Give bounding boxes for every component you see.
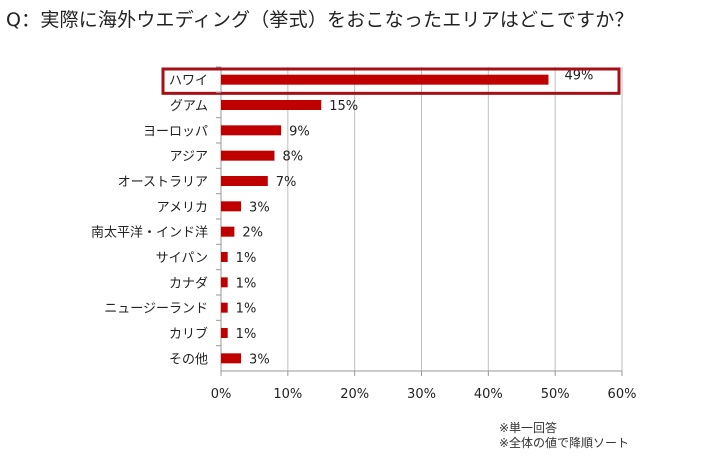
category-label: ヨーロッパ	[143, 124, 208, 139]
data-label: 7%	[276, 175, 297, 190]
category-label: ニュージーランド	[104, 302, 208, 317]
bar-1	[221, 100, 322, 110]
data-label: 1%	[236, 327, 257, 342]
category-label: アメリカ	[157, 200, 208, 215]
bar-2	[221, 125, 282, 136]
bar-10	[221, 328, 228, 338]
data-label: 1%	[236, 276, 257, 291]
bar-4	[221, 176, 268, 186]
bar-11	[221, 353, 242, 364]
bar-5	[221, 201, 242, 212]
data-label: 2%	[242, 226, 263, 241]
category-label: グアム	[170, 99, 208, 114]
data-label: 49%	[564, 69, 593, 84]
chart-title: Q：実際に海外ウエディング（挙式）をおこなったエリアはどこですか？	[6, 9, 634, 31]
x-tick-label: 30%	[407, 387, 436, 402]
x-tick-label: 50%	[541, 387, 570, 402]
category-label: 南太平洋・インド洋	[91, 225, 208, 241]
note-single-answer: ※単一回答	[499, 421, 558, 435]
data-label: 1%	[236, 251, 257, 266]
data-label: 15%	[329, 99, 358, 114]
bar-8	[221, 277, 228, 288]
category-label: その他	[169, 352, 208, 367]
x-tick-label: 10%	[273, 387, 302, 402]
x-tick-label: 60%	[608, 387, 637, 402]
category-label: ハワイ	[169, 74, 208, 89]
chart-notes: ※単一回答 ※全体の値で降順ソート	[499, 421, 629, 451]
data-label: 3%	[249, 352, 270, 367]
x-tick-label: 20%	[340, 387, 369, 402]
bar-3	[221, 150, 275, 161]
data-label: 9%	[289, 124, 310, 139]
x-tick-label: 40%	[474, 387, 503, 402]
category-label: アジア	[170, 150, 208, 165]
data-label: 3%	[249, 200, 270, 215]
category-label: オーストラリア	[118, 175, 208, 190]
x-tick-label: 0%	[211, 387, 232, 402]
bar-6	[221, 226, 235, 237]
bar-0	[221, 74, 549, 85]
bar-9	[221, 302, 228, 313]
note-sort-order: ※全体の値で降順ソート	[499, 436, 630, 450]
category-label: カナダ	[169, 276, 208, 291]
category-label: サイパン	[156, 251, 208, 266]
data-label: 8%	[282, 150, 303, 165]
data-label: 1%	[236, 302, 257, 317]
bar-7	[221, 252, 228, 262]
highlight-box	[161, 67, 621, 95]
category-label: カリブ	[169, 326, 208, 342]
